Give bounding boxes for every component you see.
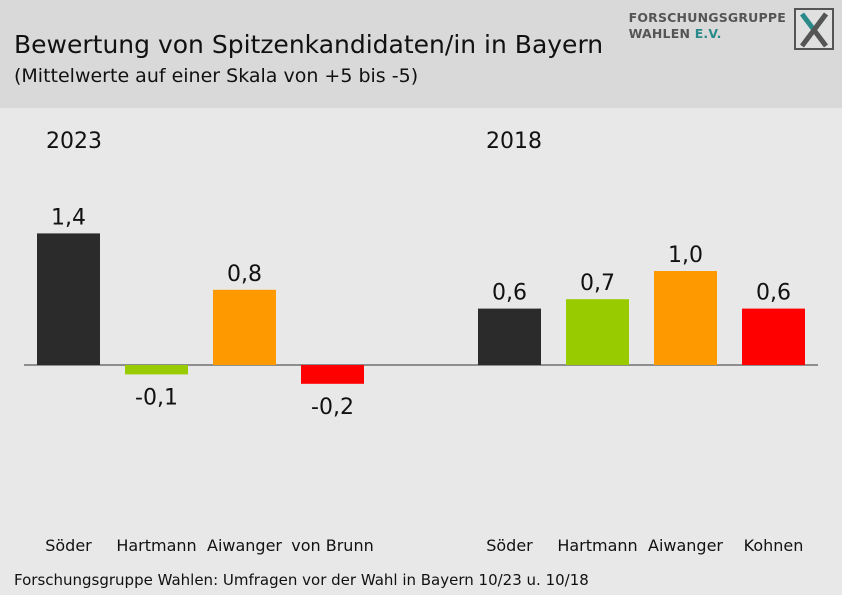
- logo-line-2-suffix: E.V.: [694, 26, 722, 41]
- chart-plot-area: 2023 1,4 Söder -0,1 Hartmann 0,8 Aiwanger -0,2 v…: [24, 129, 818, 555]
- bar-2018-kohnen: [742, 308, 805, 365]
- panel-title-2018: 2018: [486, 129, 542, 154]
- category-label-2023-von-brunn: von Brunn: [291, 536, 373, 555]
- logo-mark-icon: [794, 8, 834, 50]
- category-label-2018-hartmann: Hartmann: [557, 536, 637, 555]
- bar-2018-aiwanger: [654, 271, 717, 365]
- bar-2023-hartmann: [125, 365, 188, 375]
- value-label-2018-söder: 0,6: [492, 281, 527, 306]
- category-label-2018-söder: Söder: [486, 536, 533, 555]
- logo-line-2: WAHLEN E.V.: [629, 26, 786, 42]
- bar-2023-aiwanger: [213, 289, 276, 365]
- logo-line-1: FORSCHUNGSGRUPPE: [628, 10, 786, 25]
- category-label-2018-aiwanger: Aiwanger: [648, 536, 723, 555]
- bar-2018-söder: [478, 308, 541, 365]
- bar-2023-söder: [37, 233, 100, 365]
- logo: FORSCHUNGSGRUPPE WAHLEN E.V.: [629, 10, 786, 42]
- bar-2018-hartmann: [566, 299, 629, 365]
- category-label-2023-hartmann: Hartmann: [116, 536, 196, 555]
- category-label-2018-kohnen: Kohnen: [744, 536, 804, 555]
- chart-subtitle: (Mittelwerte auf einer Skala von +5 bis …: [14, 65, 419, 87]
- chart-source-note: Forschungsgruppe Wahlen: Umfragen vor de…: [14, 571, 589, 589]
- value-label-2018-hartmann: 0,7: [580, 271, 615, 296]
- logo-line-2-main: WAHLEN: [628, 26, 691, 41]
- chart-header: Bewertung von Spitzenkandidaten/in in Ba…: [0, 0, 842, 108]
- value-label-2023-hartmann: -0,1: [135, 385, 178, 410]
- value-label-2023-von-brunn: -0,2: [311, 395, 354, 420]
- chart-title: Bewertung von Spitzenkandidaten/in in Ba…: [14, 30, 604, 59]
- value-label-2023-söder: 1,4: [51, 205, 86, 230]
- bar-2023-von-brunn: [301, 365, 364, 384]
- panel-title-2023: 2023: [46, 129, 102, 154]
- category-label-2023-aiwanger: Aiwanger: [207, 536, 282, 555]
- value-label-2023-aiwanger: 0,8: [227, 262, 262, 287]
- value-label-2018-aiwanger: 1,0: [668, 243, 703, 268]
- category-label-2023-söder: Söder: [45, 536, 92, 555]
- value-label-2018-kohnen: 0,6: [756, 281, 791, 306]
